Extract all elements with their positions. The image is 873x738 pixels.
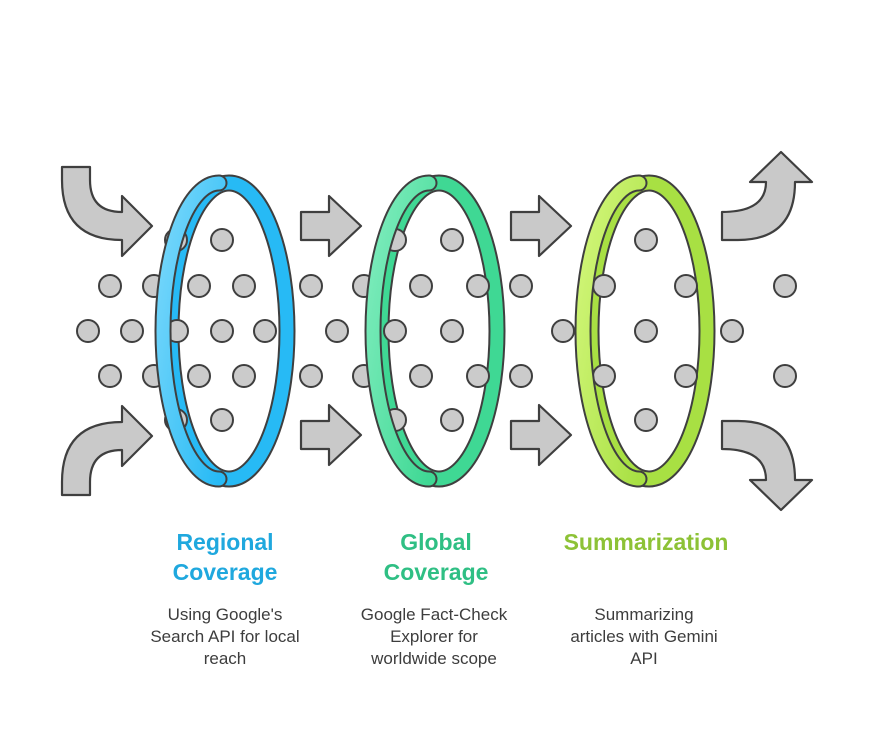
stage-description-line: Summarizing [594, 605, 694, 624]
stage-description-summarization: Summarizing articles with Gemini API [544, 604, 744, 670]
right-arrow-icon [299, 194, 363, 258]
data-particle-icon [210, 319, 234, 343]
ring-front [366, 176, 436, 486]
data-particle-icon [120, 319, 144, 343]
stage-title-summarization: Summarization [536, 527, 756, 557]
stage-description-line: reach [203, 649, 247, 668]
data-particle-icon [509, 364, 533, 388]
data-particle-icon [325, 319, 349, 343]
data-particle-icon [674, 364, 698, 388]
data-particle-icon [210, 228, 234, 252]
data-particle-icon [592, 364, 616, 388]
data-particle-icon [634, 408, 658, 432]
data-particle-icon [720, 319, 744, 343]
data-particle-icon [440, 319, 464, 343]
data-particle-icon [299, 274, 323, 298]
data-particle-icon [440, 408, 464, 432]
data-particle-icon [187, 274, 211, 298]
data-particle-icon [773, 274, 797, 298]
stage-description-global: Google Fact-Check Explorer for worldwide… [334, 604, 534, 670]
ring-front [156, 176, 226, 486]
stage-description-line: articles with Gemini [570, 627, 718, 646]
right-arrow-icon [509, 194, 573, 258]
curved-arrow-out-top-icon [720, 150, 814, 242]
data-particle-icon [551, 319, 575, 343]
data-particle-icon [674, 274, 698, 298]
filter-rings [154, 174, 648, 488]
stage-description-regional: Using Google's Search API for local reac… [125, 604, 325, 670]
stage-title-regional: Regional Coverage [115, 527, 335, 587]
right-arrow-icon [299, 403, 363, 467]
stage-description-line: Using Google's [167, 605, 283, 624]
stage-title-line: Coverage [172, 559, 278, 585]
stage-description-line: API [630, 649, 658, 668]
data-particle-icon [409, 364, 433, 388]
data-particle-icon [773, 364, 797, 388]
data-particle-icon [98, 274, 122, 298]
data-particle-icon [592, 274, 616, 298]
curved-arrow-out-bottom-icon [720, 419, 814, 512]
stage-title-line: Summarization [563, 529, 729, 555]
ring-front [576, 176, 646, 486]
data-particle-icon [253, 319, 277, 343]
right-arrow-icon [509, 403, 573, 467]
data-particle-icon [466, 274, 490, 298]
stage-description-line: Search API for local [150, 627, 300, 646]
stage-description-line: Google Fact-Check [360, 605, 508, 624]
data-particle-icon [232, 364, 256, 388]
flow-arrows [60, 150, 814, 512]
data-particle-icon [299, 364, 323, 388]
stage-description-line: Explorer for [390, 627, 478, 646]
data-particle-icon [98, 364, 122, 388]
data-particle-icon [634, 228, 658, 252]
data-particle-icon [187, 364, 211, 388]
data-particle-icon [210, 408, 234, 432]
data-particle-icon [409, 274, 433, 298]
stage-title-line: Coverage [383, 559, 489, 585]
data-particle-icon [383, 319, 407, 343]
data-particle-icon [76, 319, 100, 343]
data-particle-icon [232, 274, 256, 298]
data-particle-icon [634, 319, 658, 343]
stage-description-line: worldwide scope [371, 649, 497, 668]
data-particle-icon [509, 274, 533, 298]
stage-title-global: Global Coverage [326, 527, 546, 587]
stage-title-line: Regional [176, 529, 274, 555]
data-particle-icon [466, 364, 490, 388]
curved-arrow-in-top-icon [60, 165, 154, 258]
stage-title-line: Global [400, 529, 472, 555]
data-particle-icon [440, 228, 464, 252]
curved-arrow-in-bottom-icon [60, 404, 154, 497]
